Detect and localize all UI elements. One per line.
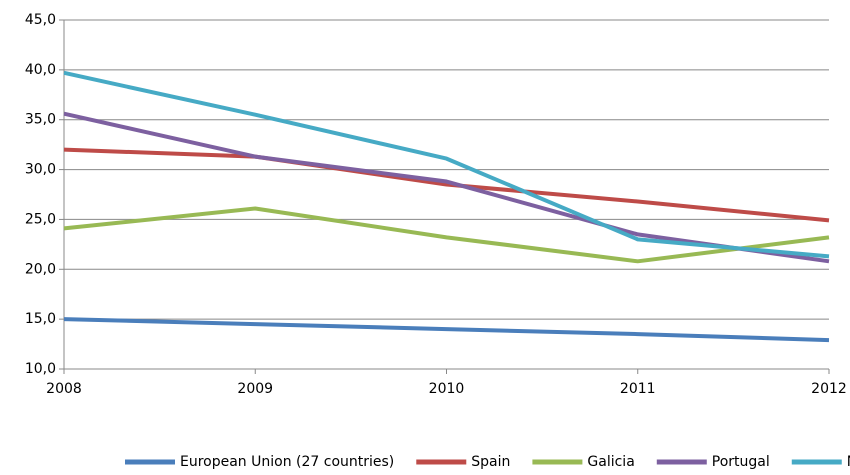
- legend-label: Portugal: [712, 454, 770, 470]
- y-tick-label: 45,0: [25, 12, 56, 28]
- legend-label: European Union (27 countries): [180, 454, 394, 470]
- series-line: [63, 70, 830, 259]
- series-line: [63, 206, 830, 264]
- y-tick-label: 35,0: [25, 112, 56, 128]
- x-tick-label: 2009: [237, 381, 273, 397]
- y-tick-label: 25,0: [25, 211, 56, 227]
- y-tick-label: 15,0: [25, 311, 56, 327]
- series-line: [63, 147, 830, 223]
- x-tick-label: 2011: [620, 381, 656, 397]
- x-tick-label: 2008: [46, 381, 82, 397]
- legend-label: Norte: [847, 454, 850, 470]
- y-tick-label: 10,0: [25, 361, 56, 377]
- y-tick-label: 20,0: [25, 261, 56, 277]
- series-line: [63, 317, 830, 343]
- y-tick-label: 30,0: [25, 162, 56, 178]
- x-tick-label: 2010: [429, 381, 465, 397]
- legend-label: Galicia: [587, 454, 634, 470]
- legend-label: Spain: [471, 454, 510, 470]
- x-tick-label: 2012: [811, 381, 847, 397]
- y-tick-label: 40,0: [25, 62, 56, 78]
